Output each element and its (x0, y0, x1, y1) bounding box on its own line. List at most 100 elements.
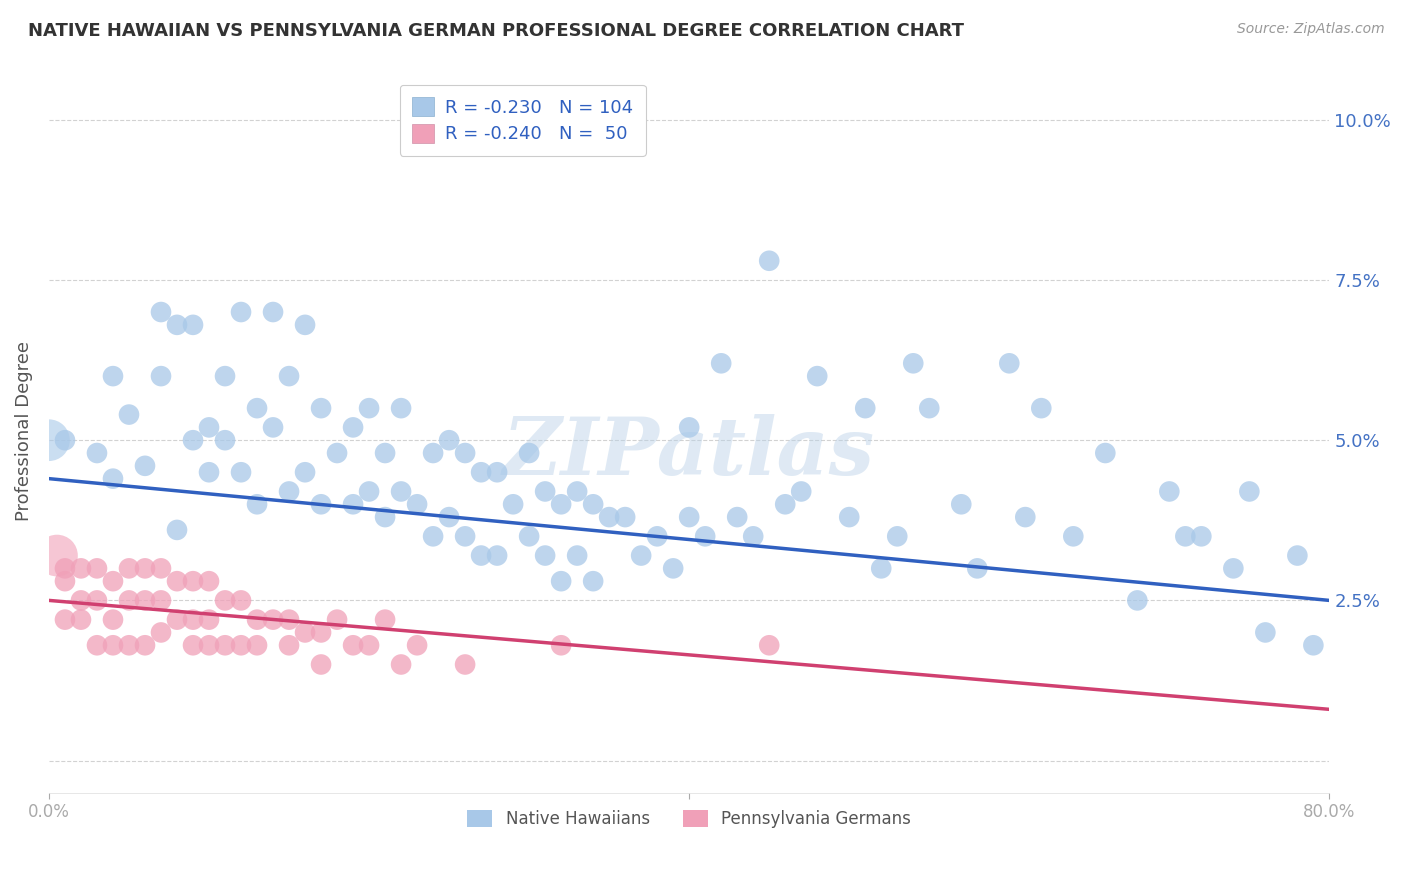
Point (550, 574, 572, 589)
Point (630, 549, 652, 563)
Point (645, 529, 668, 543)
Point (1126, 593, 1149, 607)
Point (214, 433, 236, 447)
Point (806, 369, 828, 384)
Point (198, 574, 221, 589)
Point (150, 369, 173, 384)
Point (1239, 484, 1261, 499)
Text: ZIPatlas: ZIPatlas (503, 414, 876, 491)
Point (278, 484, 301, 499)
Point (1062, 529, 1084, 543)
Point (166, 574, 188, 589)
Point (1159, 484, 1181, 499)
Point (294, 465, 316, 479)
Point (1286, 549, 1309, 563)
Point (950, 497, 973, 511)
Point (101, 638, 124, 652)
Point (853, 401, 876, 416)
Point (1189, 529, 1212, 543)
Point (246, 497, 269, 511)
Point (678, 510, 700, 524)
Point (470, 549, 492, 563)
Point (70, 593, 93, 607)
Point (181, 638, 204, 652)
Point (598, 510, 620, 524)
Point (326, 613, 349, 627)
Point (166, 613, 188, 627)
Point (294, 625, 316, 640)
Point (309, 657, 332, 672)
Point (214, 593, 236, 607)
Point (101, 613, 124, 627)
Point (710, 356, 733, 370)
Point (678, 420, 700, 434)
Point (550, 638, 572, 652)
Point (101, 472, 124, 486)
Point (359, 638, 381, 652)
Point (262, 613, 284, 627)
Point (134, 593, 156, 607)
Point (262, 305, 284, 319)
Point (326, 446, 349, 460)
Point (134, 638, 156, 652)
Point (1302, 638, 1324, 652)
Point (198, 638, 221, 652)
Point (534, 484, 557, 499)
Point (886, 529, 908, 543)
Point (198, 420, 221, 434)
Point (389, 484, 412, 499)
Point (118, 561, 141, 575)
Point (550, 497, 572, 511)
Point (309, 625, 332, 640)
Point (695, 529, 717, 543)
Point (53, 561, 76, 575)
Point (374, 510, 396, 524)
Point (1031, 401, 1053, 416)
Point (454, 657, 477, 672)
Point (134, 458, 156, 473)
Point (486, 549, 509, 563)
Point (1094, 446, 1116, 460)
Point (53, 433, 76, 447)
Point (758, 638, 780, 652)
Point (918, 401, 941, 416)
Text: NATIVE HAWAIIAN VS PENNSYLVANIA GERMAN PROFESSIONAL DEGREE CORRELATION CHART: NATIVE HAWAIIAN VS PENNSYLVANIA GERMAN P… (28, 22, 965, 40)
Point (1014, 510, 1036, 524)
Point (742, 529, 765, 543)
Point (1254, 625, 1277, 640)
Point (118, 638, 141, 652)
Point (278, 613, 301, 627)
Point (198, 613, 221, 627)
Point (534, 549, 557, 563)
Point (70, 561, 93, 575)
Point (150, 593, 173, 607)
Point (998, 356, 1021, 370)
Point (422, 529, 444, 543)
Point (198, 465, 221, 479)
Point (278, 369, 301, 384)
Point (903, 356, 925, 370)
Point (662, 561, 685, 575)
Point (437, 510, 460, 524)
Point (359, 401, 381, 416)
Point (342, 638, 364, 652)
Point (454, 446, 477, 460)
Point (118, 593, 141, 607)
Point (470, 465, 492, 479)
Point (86, 638, 108, 652)
Point (101, 369, 124, 384)
Point (517, 529, 540, 543)
Point (214, 638, 236, 652)
Point (502, 497, 524, 511)
Point (246, 613, 269, 627)
Point (725, 510, 748, 524)
Point (790, 484, 813, 499)
Point (966, 561, 988, 575)
Point (53, 574, 76, 589)
Point (229, 593, 252, 607)
Point (229, 638, 252, 652)
Point (374, 446, 396, 460)
Point (86, 446, 108, 460)
Point (406, 497, 429, 511)
Point (278, 638, 301, 652)
